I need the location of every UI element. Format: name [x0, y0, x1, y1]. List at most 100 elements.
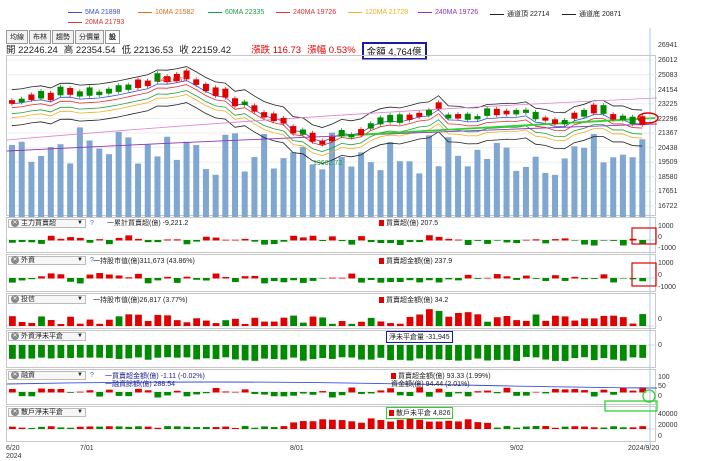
flow-bar — [522, 239, 530, 241]
flow-bar — [299, 392, 307, 394]
tab-bollinger[interactable]: 布林 — [29, 30, 51, 44]
retail-bar — [38, 426, 45, 429]
flow-bar — [590, 392, 598, 397]
flow-bar — [513, 240, 521, 244]
help-icon[interactable]: ? — [90, 219, 94, 227]
x-label: 9/02 — [510, 445, 524, 452]
panel-selector[interactable]: ✕ 散戶淨未平倉 ▼ — [8, 407, 86, 417]
trust-bar — [338, 321, 346, 326]
flow-bar — [396, 240, 404, 245]
flow-bar — [173, 278, 181, 283]
volume-bar — [38, 156, 45, 217]
candlestick — [47, 92, 54, 101]
trust-bar — [532, 314, 540, 326]
tab-volume-profile[interactable]: 分價量 — [75, 30, 104, 44]
volume-bar — [484, 158, 491, 217]
ma-line — [11, 84, 643, 146]
flow-bar — [270, 392, 278, 397]
flow-bar — [532, 239, 540, 241]
panel-selector[interactable]: ✕ 融資 ▼ — [8, 370, 86, 380]
candlestick — [406, 114, 413, 120]
main-price-chart[interactable]: 24416.67 19662.72 — [6, 55, 657, 217]
flow-bar — [338, 392, 346, 396]
retail-bar — [338, 420, 346, 429]
flow-bar — [425, 278, 433, 281]
trust-bar — [183, 322, 191, 326]
oi-bar — [348, 345, 356, 358]
trust-bar — [348, 323, 356, 326]
trust-bar — [299, 322, 307, 326]
flow-bar — [610, 240, 617, 241]
trust-bar — [619, 317, 627, 326]
trust-bar — [358, 321, 365, 326]
volume-bar — [47, 147, 54, 217]
help-icon[interactable]: ? — [90, 256, 94, 264]
panel-selector[interactable]: ✕ 投信 ▼ — [8, 294, 86, 304]
oi-bar — [493, 345, 501, 360]
retail-bar — [377, 420, 385, 429]
flow-bar — [503, 240, 511, 243]
trust-bar — [561, 316, 569, 326]
flow-bar — [503, 276, 511, 279]
chevron-down-icon: ▼ — [77, 372, 83, 378]
help-icon[interactable]: ? — [90, 371, 94, 379]
candlestick — [232, 98, 239, 107]
volume-bar — [571, 146, 578, 217]
flow-bar — [76, 278, 84, 284]
flow-bar — [18, 278, 26, 281]
panel-selector[interactable]: ✕ 外資淨未平倉 ▼ — [8, 331, 86, 341]
candlestick — [164, 76, 171, 83]
ma240-line — [7, 123, 657, 152]
volume-bar — [542, 172, 549, 217]
candlestick — [76, 91, 83, 97]
retail-bar — [76, 426, 84, 429]
candlestick — [67, 87, 74, 95]
flow-bar — [552, 275, 559, 279]
flow-bar — [38, 276, 45, 279]
flow-bar — [222, 239, 230, 241]
trust-bar — [76, 323, 84, 326]
flow-bar — [445, 278, 453, 280]
flow-bar — [241, 238, 249, 241]
volume-bar — [532, 156, 539, 217]
flow-bar — [105, 389, 113, 393]
flow-bar — [251, 275, 259, 279]
flow-bar — [202, 278, 210, 281]
oi-bar — [581, 345, 588, 358]
flow-bar — [280, 392, 288, 397]
candlestick — [629, 116, 636, 125]
tab-settings[interactable]: 設 — [105, 30, 120, 44]
oi-bar — [425, 345, 433, 360]
flow-bar — [202, 236, 210, 241]
chevron-down-icon: ▼ — [77, 220, 83, 226]
flow-bar — [561, 238, 569, 241]
close-icon: ✕ — [11, 295, 19, 303]
retail-bar — [435, 421, 443, 429]
flow-bar — [96, 273, 104, 279]
tab-trend[interactable]: 趨勢 — [52, 30, 74, 44]
candlestick — [9, 100, 16, 104]
panel-selector[interactable]: ✕ 外資 ▼ — [8, 255, 86, 265]
oi-bar — [406, 345, 414, 361]
candlestick — [542, 117, 549, 121]
flow-bar — [9, 240, 16, 243]
flow-bar — [610, 278, 617, 283]
oi-bar — [47, 345, 55, 359]
panel-selector[interactable]: ✕ 主力買賣超 ▼ — [8, 218, 86, 228]
retail-bar — [270, 427, 278, 429]
flow-bar — [280, 240, 288, 242]
x-label: 8/01 — [290, 445, 304, 452]
volume-bar — [619, 154, 626, 217]
trust-bar — [173, 320, 181, 326]
volume-bar — [329, 132, 336, 217]
trust-bar — [600, 315, 608, 326]
flow-bar — [309, 392, 317, 395]
flow-bar — [629, 390, 637, 393]
tab-ma[interactable]: 均線 — [6, 30, 28, 44]
trust-bar — [493, 317, 501, 326]
trust-bar — [154, 314, 162, 326]
close-icon: ✕ — [11, 408, 19, 416]
volume-bar — [561, 158, 568, 217]
flow-bar — [377, 278, 385, 283]
volume-bar — [135, 163, 142, 217]
